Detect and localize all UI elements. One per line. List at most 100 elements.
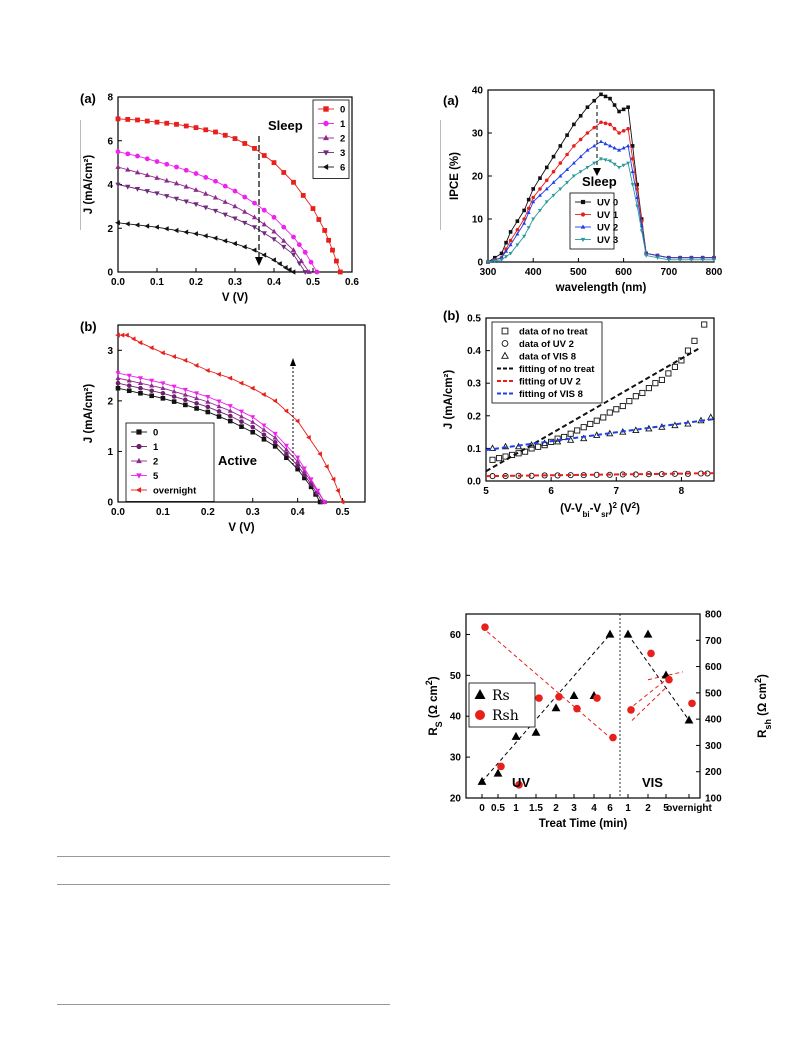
data-point <box>592 98 597 103</box>
data-point <box>621 145 626 150</box>
legend-label: UV 3 <box>597 235 618 246</box>
x-tick-label: 700 <box>660 267 677 278</box>
data-point <box>554 437 562 445</box>
data-point <box>592 161 597 166</box>
y-right-tick-label: 100 <box>705 794 722 805</box>
data-point <box>538 176 542 180</box>
data-point <box>171 399 177 404</box>
data-point <box>193 125 199 131</box>
data-point <box>551 180 556 184</box>
x-tick-label: 600 <box>615 267 632 278</box>
rs-point <box>511 731 521 740</box>
x-tick-label: 5 <box>663 803 669 814</box>
data-point <box>635 195 640 199</box>
data-point <box>173 196 180 202</box>
rsh-point <box>688 699 696 708</box>
data-point <box>242 220 248 226</box>
x-tick-label: 2 <box>645 803 651 814</box>
series-1 <box>115 149 320 275</box>
plot-frame <box>485 317 715 482</box>
data-point <box>164 194 170 199</box>
data-point <box>603 94 608 99</box>
data-point <box>689 255 694 260</box>
data-point <box>216 399 222 405</box>
data-point <box>138 385 143 391</box>
data-point <box>194 401 199 406</box>
data-point <box>508 238 513 243</box>
x-tick-label: 5 <box>483 486 489 497</box>
data-point <box>572 144 576 148</box>
series-3 <box>115 182 308 275</box>
data-point <box>203 174 209 180</box>
y-right-tick-label: 800 <box>705 610 722 621</box>
data-point <box>272 440 278 445</box>
data-point <box>149 393 154 399</box>
legend-swatch <box>323 150 329 156</box>
series-line <box>117 118 341 273</box>
data-point <box>606 409 613 416</box>
data-point <box>630 157 635 161</box>
data-point <box>612 162 617 167</box>
data-point <box>526 206 531 211</box>
panel-label: (b) <box>443 308 460 323</box>
x-tick-label: 7 <box>614 486 620 497</box>
data-point <box>508 230 513 234</box>
data-point <box>691 337 698 344</box>
data-point <box>544 178 549 183</box>
sclc-fit-plot: 5 6 7 8 0.0 0.1 0.2 0.3 0.4 0.5 J (mA/cm²) (b) data … <box>443 308 715 519</box>
data-point <box>608 143 613 148</box>
data-point <box>171 384 177 390</box>
legend-swatch <box>135 487 142 493</box>
data-point <box>281 244 287 250</box>
y-left-tick-label: 50 <box>450 671 462 682</box>
data-point <box>286 267 292 273</box>
x-axis-label: V (V) <box>222 292 248 304</box>
data-point <box>261 432 267 438</box>
data-point <box>544 186 549 191</box>
data-point <box>617 109 621 114</box>
trend-line <box>631 687 667 721</box>
legend-swatch <box>136 457 142 464</box>
series-0 <box>115 385 323 505</box>
data-point <box>271 237 277 243</box>
legend-label: overnight <box>153 486 197 497</box>
y-right-tick-label: 300 <box>705 741 722 752</box>
data-point <box>593 417 600 424</box>
data-point <box>154 175 160 180</box>
data-point <box>626 161 631 166</box>
series-line <box>117 222 294 273</box>
data-point <box>522 208 526 213</box>
data-point <box>115 116 121 122</box>
data-point <box>283 408 289 414</box>
x-tick-label: 0 <box>479 803 485 814</box>
y-axis-label: J (mA/cm²) <box>83 384 95 444</box>
data-point <box>227 404 233 409</box>
series-1 <box>115 380 325 505</box>
data-point <box>193 362 199 368</box>
legend-label: Rsh <box>492 708 519 724</box>
data-point <box>538 193 542 197</box>
data-point <box>144 172 150 178</box>
data-point <box>617 148 622 152</box>
y-left-tick-label: 20 <box>450 794 462 805</box>
active-annotation: Active <box>218 453 257 468</box>
y-tick-label: 8 <box>107 93 113 104</box>
rs-point <box>551 703 561 712</box>
data-point <box>567 430 574 437</box>
data-point <box>222 238 228 244</box>
data-point <box>251 247 257 253</box>
data-point <box>182 387 188 393</box>
jv-active-plot: 0.0 0.1 0.2 0.3 0.4 0.5 0 1 2 3 V (V) J (mA/cm²) (b)… <box>80 319 366 534</box>
data-point <box>612 145 617 150</box>
data-point <box>306 434 311 441</box>
data-point <box>250 415 256 420</box>
data-point <box>174 121 179 127</box>
data-point <box>212 235 218 241</box>
data-point <box>522 217 526 221</box>
data-point <box>242 194 248 200</box>
data-point <box>137 376 143 381</box>
y-tick-label: 0.1 <box>467 444 481 455</box>
x-tick-label: 0.6 <box>345 277 359 288</box>
y-tick-label: 0.5 <box>467 314 481 325</box>
data-point <box>250 424 256 430</box>
